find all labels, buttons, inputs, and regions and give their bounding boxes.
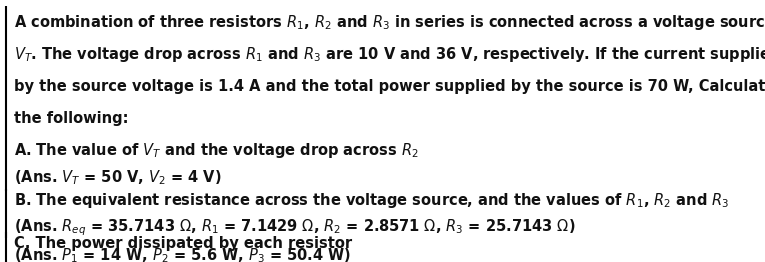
Text: C. The power dissipated by each resistor: C. The power dissipated by each resistor <box>14 236 352 251</box>
Text: $V_T$. The voltage drop across $R_1$ and $R_3$ are 10 V and 36 V, respectively. : $V_T$. The voltage drop across $R_1$ and… <box>14 45 765 64</box>
Text: A. The value of $V_T$ and the voltage drop across $R_2$: A. The value of $V_T$ and the voltage dr… <box>14 141 418 160</box>
Text: B. The equivalent resistance across the voltage source, and the values of $R_1$,: B. The equivalent resistance across the … <box>14 191 729 210</box>
Text: by the source voltage is 1.4 A and the total power supplied by the source is 70 : by the source voltage is 1.4 A and the t… <box>14 79 765 94</box>
Text: (Ans. $V_T$ = 50 V, $V_2$ = 4 V): (Ans. $V_T$ = 50 V, $V_2$ = 4 V) <box>14 168 221 187</box>
Text: (Ans. $P_1$ = 14 W, $P_2$ = 5.6 W, $P_3$ = 50.4 W): (Ans. $P_1$ = 14 W, $P_2$ = 5.6 W, $P_3$… <box>14 247 351 262</box>
Text: the following:: the following: <box>14 111 129 125</box>
Text: A combination of three resistors $R_1$, $R_2$ and $R_3$ in series is connected a: A combination of three resistors $R_1$, … <box>14 13 765 32</box>
Text: (Ans. $R_{eq}$ = 35.7143 $\Omega$, $R_1$ = 7.1429 $\Omega$, $R_2$ = 2.8571 $\Ome: (Ans. $R_{eq}$ = 35.7143 $\Omega$, $R_1$… <box>14 217 575 238</box>
